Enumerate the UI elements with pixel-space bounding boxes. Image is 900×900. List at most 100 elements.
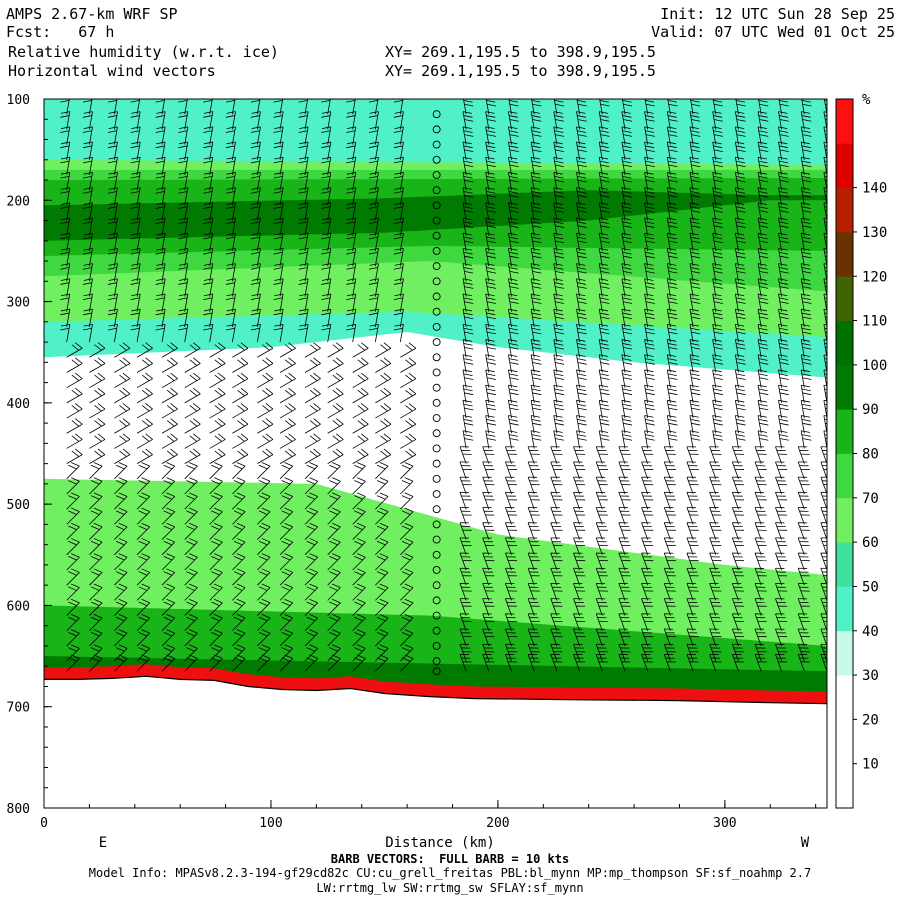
wind-barb — [689, 339, 701, 358]
wind-barb — [644, 111, 655, 130]
wind-barb — [709, 461, 722, 479]
wind-barb — [595, 491, 608, 510]
wind-barb — [66, 654, 80, 672]
wind-barb — [352, 342, 369, 358]
wind-barb — [485, 141, 496, 160]
calm-wind-marker — [432, 429, 441, 438]
wind-barb — [298, 293, 309, 312]
wind-barb — [621, 141, 633, 160]
wind-barb — [734, 430, 746, 449]
wind-barb — [400, 403, 417, 419]
wind-barb — [155, 248, 166, 267]
wind-barb — [573, 567, 586, 586]
wind-barb — [321, 323, 332, 343]
wind-barb — [203, 308, 214, 327]
wind-barb — [114, 538, 128, 556]
wind-barb — [114, 614, 128, 632]
wind-barb — [400, 538, 414, 556]
wind-barb — [734, 293, 746, 312]
wind-barb — [754, 491, 767, 510]
wind-barb — [462, 202, 474, 221]
calm-wind-marker — [432, 611, 441, 620]
wind-barb — [482, 461, 495, 479]
wind-barb — [352, 654, 366, 672]
calm-wind-marker — [432, 535, 441, 544]
wind-barb — [400, 357, 417, 373]
wind-barb — [107, 202, 118, 221]
wind-barb — [327, 387, 344, 404]
wind-barb — [136, 342, 153, 358]
wind-barb — [368, 323, 379, 343]
wind-barb — [712, 278, 723, 297]
wind-barb — [573, 476, 586, 495]
wind-barb — [800, 384, 812, 403]
wind-barb — [375, 372, 392, 389]
wind-barb — [184, 492, 198, 510]
wind-barb — [400, 568, 414, 586]
wind-barb — [550, 446, 563, 464]
wind-barb — [576, 384, 587, 403]
wind-barb — [595, 552, 608, 571]
calm-wind-marker — [432, 171, 441, 179]
header-model-title: AMPS 2.67-km WRF SP — [6, 5, 178, 23]
wind-barb — [800, 217, 812, 236]
wind-barb — [304, 644, 319, 662]
wind-barb — [618, 507, 631, 525]
wind-barb — [130, 187, 141, 206]
wind-barb — [459, 552, 472, 571]
wind-barb — [462, 354, 474, 373]
wind-barb — [712, 111, 723, 130]
wind-barb — [60, 248, 71, 267]
wind-barb — [689, 111, 701, 130]
wind-barb — [209, 553, 223, 571]
wind-barb — [279, 553, 294, 571]
wind-barb — [797, 522, 810, 540]
wind-barb — [375, 462, 389, 480]
wind-barb — [482, 653, 495, 672]
wind-barb — [304, 448, 321, 464]
wind-barb — [459, 598, 472, 616]
colorbar-bin — [836, 542, 853, 587]
wind-barb — [508, 369, 519, 388]
wind-barb — [757, 217, 769, 236]
rh-layer-surface-supersaturated — [44, 664, 827, 704]
wind-barb — [203, 263, 214, 282]
wind-barb — [304, 629, 319, 647]
wind-barb — [598, 384, 610, 403]
wind-barb — [800, 369, 812, 388]
wind-barb — [304, 357, 321, 373]
wind-barb — [178, 156, 189, 176]
wind-barb — [504, 567, 518, 586]
colorbar-tick-label: 120 — [862, 269, 887, 285]
wind-barb — [553, 126, 565, 145]
wind-barb — [273, 202, 284, 221]
wind-barb — [644, 172, 655, 191]
wind-barb — [279, 403, 296, 419]
wind-barb — [66, 448, 83, 464]
wind-barb — [689, 202, 701, 221]
wind-barb — [754, 598, 767, 616]
colorbar-unit: % — [862, 92, 871, 108]
wind-barb — [778, 339, 789, 358]
wind-barb — [595, 461, 608, 479]
wind-barb — [530, 232, 542, 251]
wind-barb — [621, 172, 633, 191]
wind-barb — [754, 567, 767, 586]
header-forecast-hour: Fcst: 67 h — [6, 23, 115, 41]
wind-barb — [161, 462, 176, 480]
wind-barb — [257, 433, 274, 449]
wind-barb — [731, 628, 745, 647]
wind-barb — [279, 629, 294, 647]
wind-barb — [823, 430, 827, 449]
wind-barb — [530, 415, 542, 434]
wind-barb — [462, 323, 474, 343]
wind-barb — [304, 477, 319, 495]
wind-barb — [327, 418, 344, 434]
calm-wind-marker — [432, 216, 441, 225]
wind-barb — [178, 141, 189, 160]
wind-barb — [250, 217, 261, 236]
wind-barb — [60, 126, 71, 145]
wind-barb — [66, 492, 80, 510]
wind-barb — [89, 403, 106, 419]
wind-barb — [663, 628, 676, 647]
